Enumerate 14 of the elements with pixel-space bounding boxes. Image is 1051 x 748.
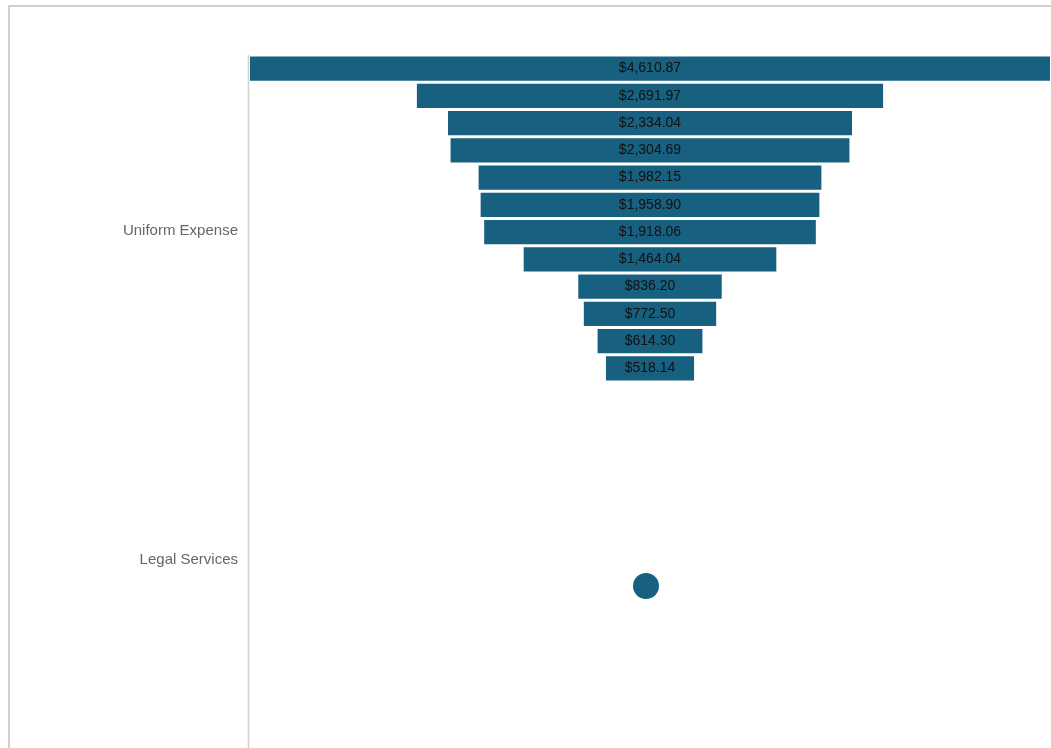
data-label: $4,610.87 (618, 59, 682, 76)
data-label: $518.14 (624, 359, 676, 376)
data-label: $836.20 (624, 277, 676, 294)
data-label: $1,982.15 (618, 168, 682, 185)
text: Legal Services (139, 550, 238, 568)
data-label: $1,918.06 (618, 222, 682, 239)
data-label: $772.50 (624, 304, 676, 321)
data-label: $2,304.69 (618, 141, 682, 158)
data-label: $1,958.90 (618, 195, 682, 212)
data-label: $614.30 (624, 331, 676, 348)
data-label: $2,691.97 (618, 86, 682, 103)
data-label: $1,464.04 (618, 250, 682, 267)
text: Uniform Expense (122, 221, 238, 239)
data-label: $2,334.04 (618, 113, 682, 130)
